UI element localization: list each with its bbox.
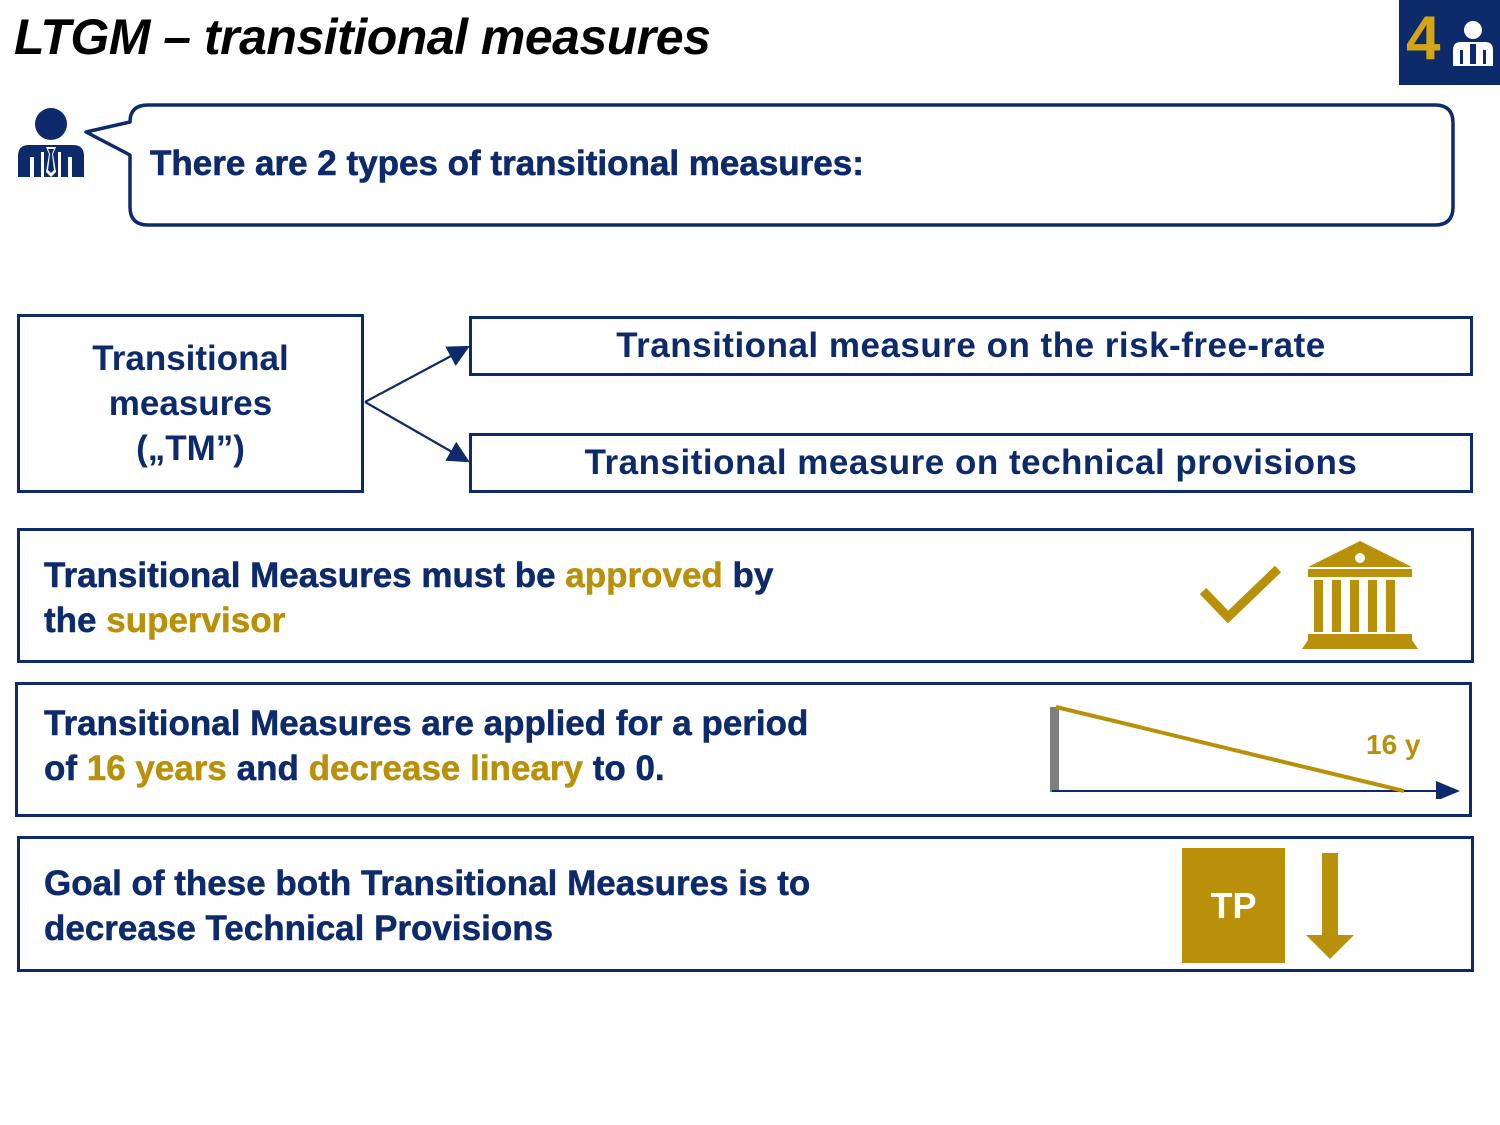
text-segment: Goal of these both Transitional Measures… bbox=[44, 864, 811, 904]
checkmark-icon bbox=[1199, 565, 1282, 624]
branch-arrows bbox=[364, 345, 470, 463]
logo: 4 bbox=[1399, 0, 1500, 85]
tm-box: Transitional measures („TM”) bbox=[17, 314, 364, 493]
option-label: Transitional measure on technical provis… bbox=[584, 443, 1358, 482]
option-technical-provisions: Transitional measure on technical provis… bbox=[469, 433, 1473, 493]
text-segment: by bbox=[722, 556, 774, 596]
text-segment: decrease Technical Provisions bbox=[44, 909, 554, 949]
highlight-approved: approved bbox=[565, 556, 723, 596]
page-title: LTGM – transitional measures bbox=[14, 9, 711, 65]
bubble-text: There are 2 types of transitional measur… bbox=[150, 144, 864, 184]
period-text: Transitional Measures are applied for a … bbox=[44, 701, 809, 791]
person-icon bbox=[18, 108, 84, 177]
highlight-16-years: 16 years bbox=[86, 749, 228, 789]
text-segment: and bbox=[226, 749, 309, 789]
tm-label: Transitional measures („TM”) bbox=[92, 339, 289, 468]
text-segment: of bbox=[44, 749, 87, 789]
speech-bubble bbox=[84, 103, 1455, 227]
linear-decrease-graph bbox=[1050, 705, 1460, 799]
period-panel: Transitional Measures are applied for a … bbox=[15, 682, 1472, 817]
tp-label: TP bbox=[1210, 884, 1257, 926]
goal-text: Goal of these both Transitional Measures… bbox=[44, 861, 811, 951]
approval-text: Transitional Measures must be approved b… bbox=[44, 553, 774, 643]
logo-number: 4 bbox=[1406, 4, 1441, 73]
bank-icon bbox=[1302, 541, 1418, 649]
text-segment: the bbox=[44, 601, 107, 641]
option-risk-free-rate: Transitional measure on the risk-free-ra… bbox=[469, 316, 1473, 376]
highlight-supervisor: supervisor bbox=[106, 601, 286, 641]
highlight-decrease-lineary: decrease lineary bbox=[308, 749, 583, 789]
text-segment: to 0. bbox=[582, 749, 665, 789]
text-segment: Transitional Measures are applied for a … bbox=[44, 704, 809, 744]
graph-label-16y: 16 y bbox=[1366, 729, 1421, 760]
option-label: Transitional measure on the risk-free-ra… bbox=[616, 326, 1326, 365]
down-arrow-icon bbox=[1306, 853, 1354, 959]
goal-panel: Goal of these both Transitional Measures… bbox=[17, 836, 1474, 972]
approval-panel: Transitional Measures must be approved b… bbox=[17, 528, 1474, 663]
logo-person-icon bbox=[1453, 21, 1493, 66]
tp-box: TP bbox=[1182, 848, 1285, 963]
text-segment: Transitional Measures must be bbox=[44, 556, 566, 596]
